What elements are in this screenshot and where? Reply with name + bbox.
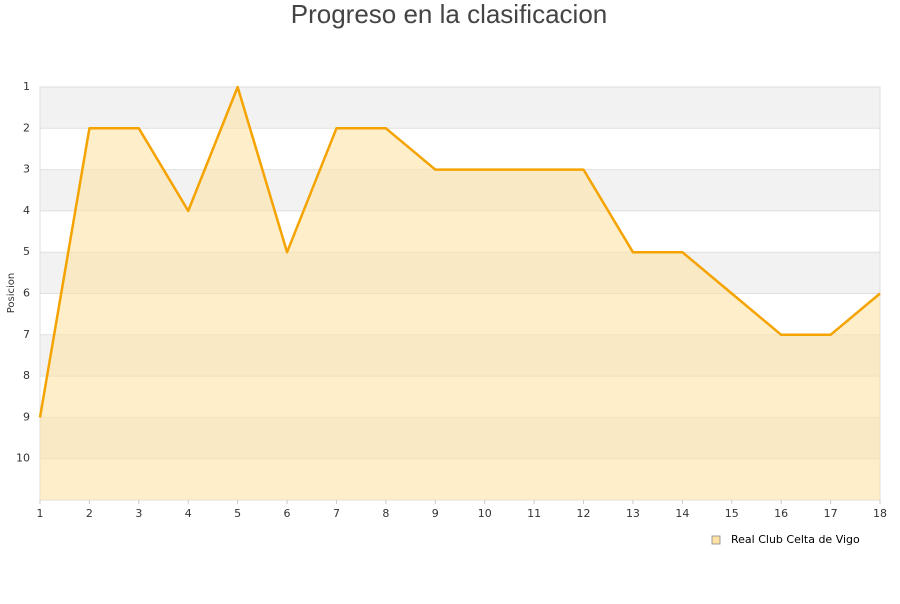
y-tick-label: 8 xyxy=(23,369,30,382)
y-tick-label: 4 xyxy=(23,204,30,217)
y-axis-label: Posicion xyxy=(6,273,17,314)
y-tick-label: 3 xyxy=(23,163,30,176)
x-tick-label: 16 xyxy=(774,507,788,520)
x-tick-label: 18 xyxy=(873,507,887,520)
x-tick-label: 17 xyxy=(824,507,838,520)
y-tick-label: 5 xyxy=(23,245,30,258)
x-tick-label: 4 xyxy=(185,507,192,520)
x-tick-label: 10 xyxy=(478,507,492,520)
legend-swatch xyxy=(711,535,721,545)
y-tick-label: 2 xyxy=(23,121,30,134)
x-tick-label: 11 xyxy=(527,507,541,520)
legend-label: Real Club Celta de Vigo xyxy=(731,533,860,546)
chart-title: Progreso en la clasificacion xyxy=(291,0,608,29)
x-tick-label: 6 xyxy=(284,507,291,520)
x-tick-label: 12 xyxy=(577,507,591,520)
x-tick-label: 13 xyxy=(626,507,640,520)
y-tick-label: 7 xyxy=(23,328,30,341)
x-tick-label: 1 xyxy=(37,507,44,520)
y-tick-label: 1 xyxy=(23,80,30,93)
x-tick-label: 15 xyxy=(725,507,739,520)
y-tick-label: 10 xyxy=(16,452,30,465)
x-tick-label: 3 xyxy=(135,507,142,520)
x-tick-label: 5 xyxy=(234,507,241,520)
y-tick-label: 9 xyxy=(23,410,30,423)
x-tick-label: 7 xyxy=(333,507,340,520)
area xyxy=(40,87,880,500)
x-tick-label: 8 xyxy=(382,507,389,520)
x-tick-label: 9 xyxy=(432,507,439,520)
x-tick-label: 14 xyxy=(675,507,689,520)
grid-band xyxy=(40,87,880,129)
x-tick-label: 2 xyxy=(86,507,93,520)
y-tick-label: 6 xyxy=(23,287,30,300)
line xyxy=(38,85,881,418)
